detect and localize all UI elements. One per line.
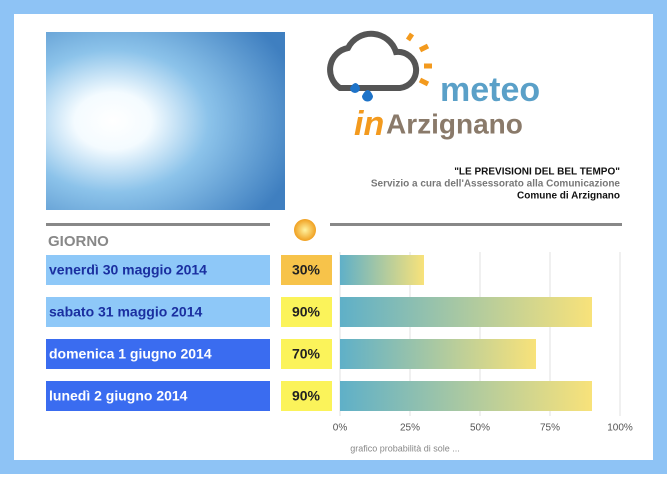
day-box [46,255,270,285]
divider [46,223,270,226]
value-box [281,255,332,285]
x-tick-label: 75% [540,423,560,434]
value-box [281,339,332,369]
day-label: venerdì 30 maggio 2014 [49,262,207,278]
day-label: sabato 31 maggio 2014 [49,304,203,320]
logo-in: in [354,105,384,143]
chart: 0% 25% 50% 75% 100% venerdì 30 maggio 2014 30%… [46,252,633,434]
tagline: "LE PREVISIONI DEL BEL TEMPO" [454,167,620,178]
logo-cloud [327,30,432,102]
bar [340,255,424,285]
caption: grafico probabilità di sole ... [350,443,460,453]
day-box [46,339,270,369]
day-box [46,381,270,411]
day-label: domenica 1 giugno 2014 [49,346,212,362]
day-label: lunedì 2 giugno 2014 [49,388,188,404]
x-tick-label: 100% [607,423,633,434]
service: Servizio a cura dell'Assessorato alla Co… [371,179,621,190]
value-label: 90% [292,304,321,320]
x-tick-label: 0% [333,423,348,434]
value-label: 30% [292,262,321,278]
bar [340,297,592,327]
value-label: 70% [292,346,321,362]
value-box [281,381,332,411]
x-tick-label: 50% [470,423,490,434]
sky-image [46,32,285,210]
divider [330,223,622,226]
value-label: 90% [292,388,321,404]
bar [340,339,536,369]
sun-icon [294,219,316,241]
comune: Comune di Arzignano [517,191,620,202]
logo-meteo: meteo [440,71,540,109]
value-box [281,297,332,327]
logo-town: Arzignano [386,108,523,139]
x-tick-label: 25% [400,423,420,434]
column-title: GIORNO [48,233,109,250]
day-box [46,297,270,327]
bar [340,381,592,411]
